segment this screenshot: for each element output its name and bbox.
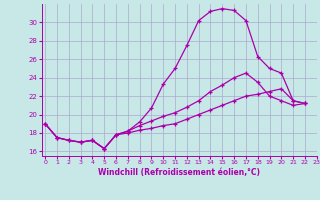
X-axis label: Windchill (Refroidissement éolien,°C): Windchill (Refroidissement éolien,°C) bbox=[98, 168, 260, 177]
